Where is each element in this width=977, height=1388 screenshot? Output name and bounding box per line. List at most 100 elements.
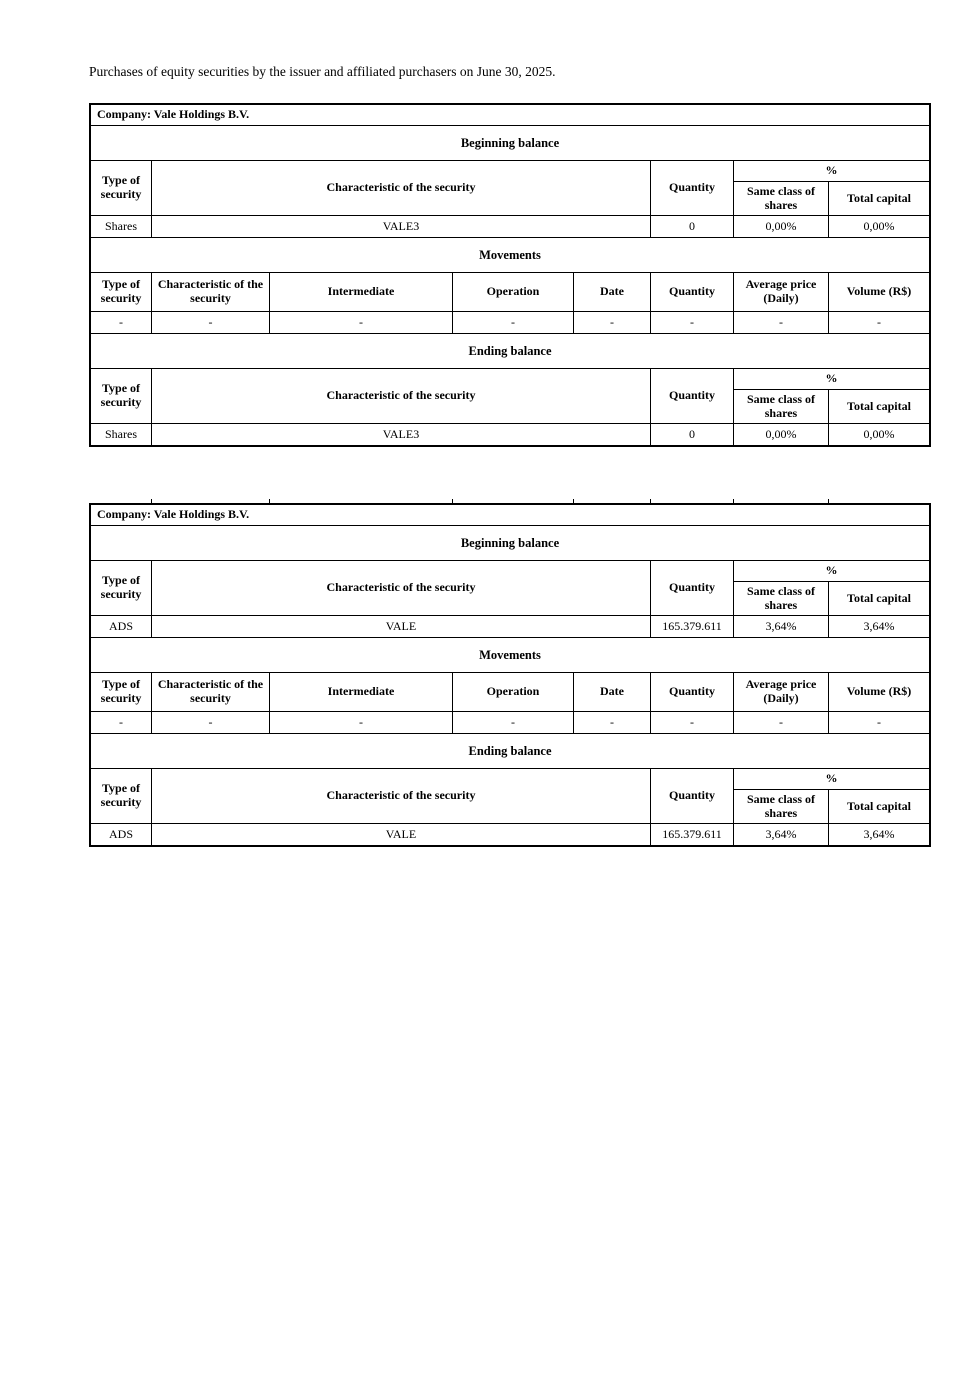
beginning-type-value: Shares [91,216,152,237]
beginning-quantity-value: 0 [651,216,734,237]
company-row: Company: Vale Holdings B.V. [91,105,929,126]
beginning-balance-data-row: ADS VALE 165.379.611 3,64% 3,64% [91,616,929,638]
col-operation: Operation [453,673,574,711]
ending-balance-data-row: ADS VALE 165.379.611 3,64% 3,64% [91,824,929,845]
col-quantity: Quantity [651,273,734,311]
col-total-capital: Total capital [847,398,911,413]
movement-characteristic-value: - [152,712,270,733]
ending-balance-data-row: Shares VALE3 0 0,00% 0,00% [91,424,929,445]
col-total-capital: Total capital [847,798,911,813]
ending-total-capital-value: 3,64% [863,826,895,841]
col-quantity: Quantity [651,769,734,823]
movement-date-value: - [574,312,651,333]
ending-total-capital-value: 0,00% [863,426,895,441]
percent-header-block: % Same class of shares Total capital [734,561,929,615]
ending-quantity-value: 165.379.611 [651,824,734,845]
movement-type-value: - [91,712,152,733]
col-quantity: Quantity [651,561,734,615]
beginning-balance-title: Beginning balance [460,535,560,550]
beginning-balance-title-row: Beginning balance [91,526,929,561]
col-average-price-daily: Average price (Daily) [734,273,829,311]
company-label: Company: Vale Holdings B.V. [97,507,250,522]
col-characteristic-of-security: Characteristic of the security [152,561,651,615]
movements-title: Movements [479,647,541,662]
movement-operation-value: - [453,712,574,733]
col-volume: Volume (R$) [846,284,912,299]
col-characteristic-of-security: Characteristic of the security [152,769,651,823]
col-total-capital: Total capital [847,190,911,205]
col-date: Date [574,273,651,311]
beginning-total-capital-value: 3,64% [863,618,895,633]
beginning-characteristic-value: VALE3 [152,216,651,237]
ending-type-value: ADS [91,824,152,845]
beginning-type-value: ADS [91,616,152,637]
col-quantity: Quantity [651,673,734,711]
beginning-same-class-value: 0,00% [734,216,829,237]
purchases-table-ads: Company: Vale Holdings B.V. Beginning ba… [89,503,931,847]
beginning-characteristic-value: VALE [152,616,651,637]
company-row: Company: Vale Holdings B.V. [91,505,929,526]
movements-title: Movements [479,247,541,262]
movement-quantity-value: - [651,712,734,733]
movement-quantity-value: - [651,312,734,333]
percent-header: % [734,561,929,582]
movements-data-row: - - - - - - - - [91,712,929,734]
percent-header: % [734,161,929,182]
col-same-class-of-shares: Same class of shares [734,790,829,823]
beginning-balance-title-row: Beginning balance [91,126,929,161]
movement-intermediate-value: - [270,712,453,733]
col-quantity: Quantity [651,161,734,215]
beginning-balance-header-row: Type of security Characteristic of the s… [91,561,929,616]
beginning-balance-header-row: Type of security Characteristic of the s… [91,161,929,216]
percent-header-block: % Same class of shares Total capital [734,369,929,423]
percent-header: % [734,369,929,390]
ending-characteristic-value: VALE3 [152,424,651,445]
movement-volume-value: - [877,714,881,729]
col-average-price-daily: Average price (Daily) [734,673,829,711]
beginning-same-class-value: 3,64% [734,616,829,637]
beginning-balance-title: Beginning balance [460,135,560,150]
movement-operation-value: - [453,312,574,333]
movements-data-row: - - - - - - - - [91,312,929,334]
col-total-capital: Total capital [847,590,911,605]
ending-balance-header-row: Type of security Characteristic of the s… [91,369,929,424]
movements-header-row: Type of security Characteristic of the s… [91,673,929,712]
col-characteristic-of-security: Characteristic of the security [152,369,651,423]
movement-avg-price-value: - [734,312,829,333]
col-characteristic-of-security: Characteristic of the security [152,273,270,311]
movement-type-value: - [91,312,152,333]
col-intermediate: Intermediate [270,673,453,711]
movement-characteristic-value: - [152,312,270,333]
purchases-table-shares: Company: Vale Holdings B.V. Beginning ba… [89,103,931,447]
ending-balance-header-row: Type of security Characteristic of the s… [91,769,929,824]
col-characteristic-of-security: Characteristic of the security [152,161,651,215]
percent-header: % [734,769,929,790]
ending-balance-title-row: Ending balance [91,334,929,369]
movement-intermediate-value: - [270,312,453,333]
movements-header-row: Type of security Characteristic of the s… [91,273,929,312]
col-operation: Operation [453,273,574,311]
beginning-total-capital-value: 0,00% [863,218,895,233]
percent-header-block: % Same class of shares Total capital [734,769,929,823]
col-same-class-of-shares: Same class of shares [734,182,829,215]
company-label: Company: Vale Holdings B.V. [97,107,250,122]
ending-type-value: Shares [91,424,152,445]
ending-balance-title-row: Ending balance [91,734,929,769]
ending-characteristic-value: VALE [152,824,651,845]
col-intermediate: Intermediate [270,273,453,311]
ending-balance-title: Ending balance [468,343,552,358]
col-type-of-security: Type of security [91,769,152,823]
col-type-of-security: Type of security [91,369,152,423]
ending-balance-title: Ending balance [468,743,552,758]
col-quantity: Quantity [651,369,734,423]
ending-same-class-value: 0,00% [734,424,829,445]
col-type-of-security: Type of security [91,673,152,711]
col-characteristic-of-security: Characteristic of the security [152,673,270,711]
table-top-ticks [89,499,931,503]
col-date: Date [574,673,651,711]
beginning-quantity-value: 165.379.611 [651,616,734,637]
col-type-of-security: Type of security [91,273,152,311]
movements-title-row: Movements [91,638,929,673]
col-type-of-security: Type of security [91,161,152,215]
movement-date-value: - [574,712,651,733]
